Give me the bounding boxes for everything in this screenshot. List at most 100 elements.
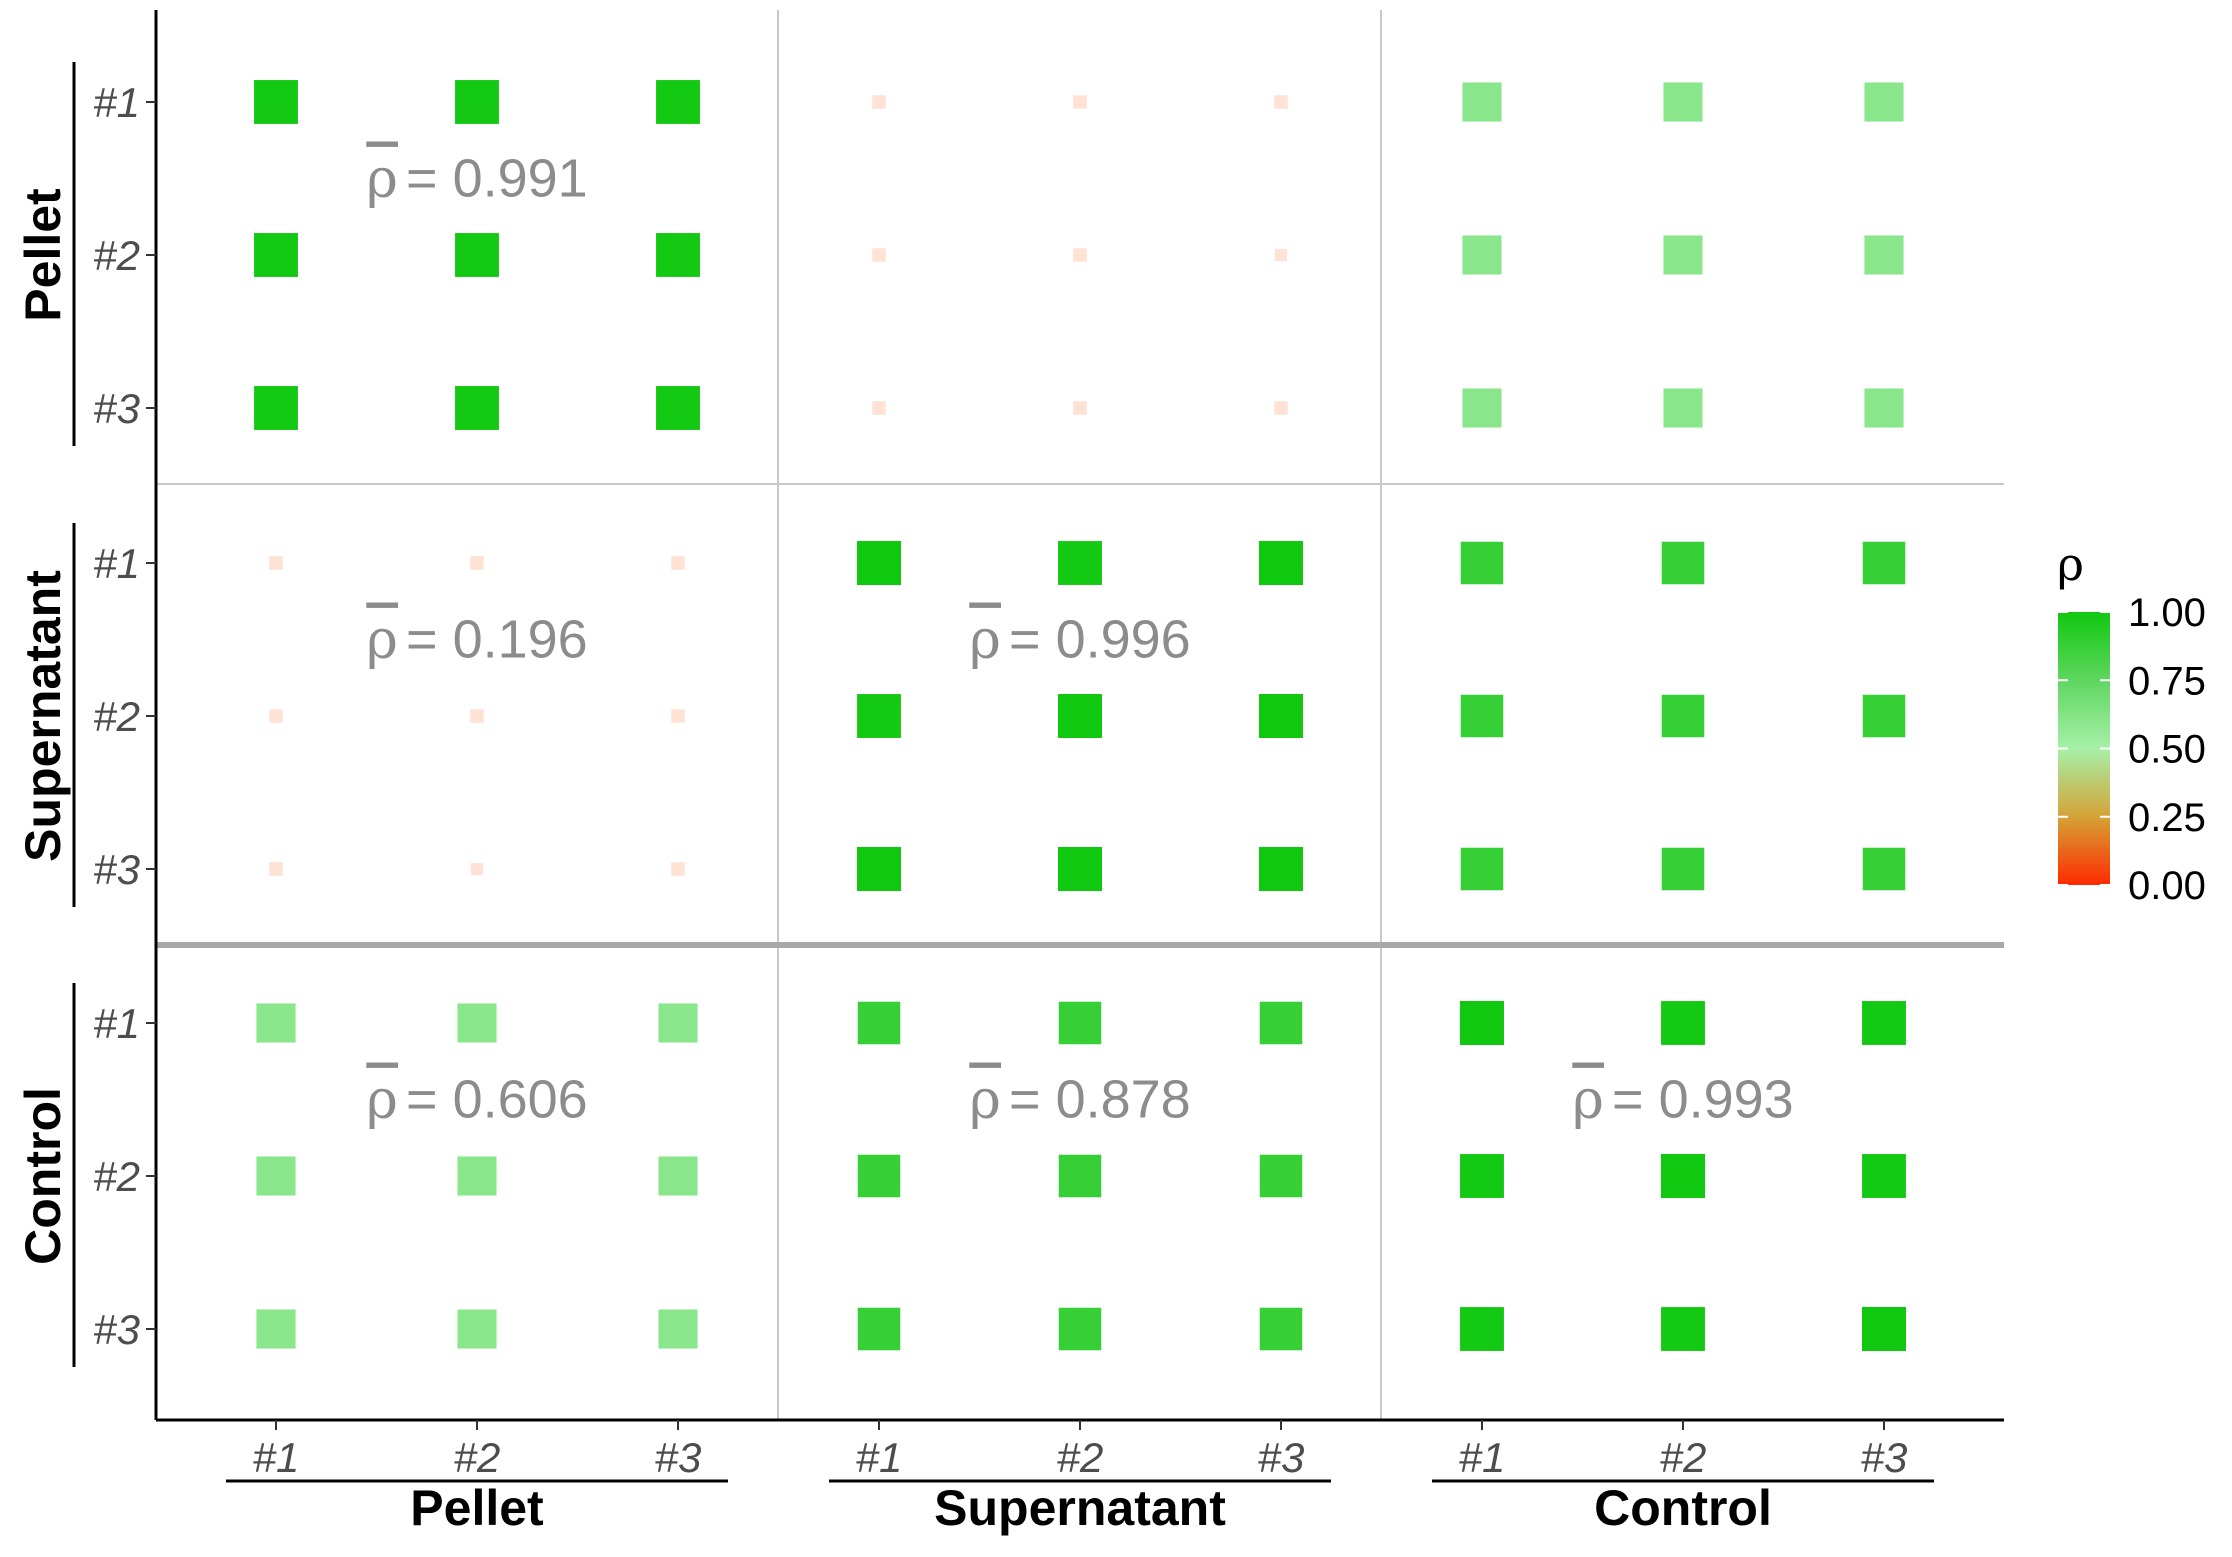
cell: [1259, 847, 1303, 891]
mean-value: = 0.606: [406, 1070, 588, 1130]
cell: [1661, 541, 1705, 585]
cell: [1460, 847, 1504, 891]
cell: [1663, 235, 1703, 275]
block-mean-label: ρ = 0.196: [366, 608, 587, 671]
cell: [1259, 1001, 1303, 1045]
legend-title: ρ: [2057, 537, 2084, 591]
legend-tick-label: 0.00: [2128, 864, 2206, 908]
cell: [656, 80, 700, 124]
cell: [872, 401, 886, 415]
x-tick-label: #2: [454, 1434, 501, 1481]
rho-bar-symbol: ρ: [969, 608, 1001, 671]
cell: [1259, 541, 1303, 585]
cell: [1058, 541, 1102, 585]
cell: [857, 541, 901, 585]
cell: [872, 95, 886, 109]
cell: [470, 862, 484, 876]
y-tick-label: #3: [93, 1306, 140, 1353]
cell: [658, 1003, 698, 1043]
cell: [1862, 541, 1906, 585]
cell: [1462, 235, 1502, 275]
cell: [857, 847, 901, 891]
cell: [1862, 694, 1906, 738]
cell: [254, 233, 298, 277]
cell: [1073, 401, 1087, 415]
cell: [254, 386, 298, 430]
x-group-label: Control: [1594, 1480, 1772, 1536]
cell: [1058, 1001, 1102, 1045]
x-tick-label: #3: [1861, 1434, 1908, 1481]
cell: [1661, 847, 1705, 891]
cell: [256, 1309, 296, 1349]
panel-separators: [156, 10, 2004, 1420]
cell: [457, 1309, 497, 1349]
y-group-label: Control: [15, 1087, 71, 1265]
x-tick-label: #1: [856, 1434, 903, 1481]
cell: [269, 556, 283, 570]
y-tick-label: #1: [93, 1000, 140, 1047]
cell: [1460, 1307, 1504, 1351]
cell: [470, 556, 484, 570]
cell: [1663, 388, 1703, 428]
cell: [857, 1307, 901, 1351]
cell: [1460, 1001, 1504, 1045]
cell: [1460, 1154, 1504, 1198]
mean-value: = 0.196: [406, 610, 588, 670]
y-tick-label: #2: [93, 232, 140, 279]
cell: [1661, 1307, 1705, 1351]
cell: [1259, 1154, 1303, 1198]
x-group-label: Supernatant: [934, 1480, 1226, 1536]
cell: [1862, 1307, 1906, 1351]
y-tick-label: #1: [93, 79, 140, 126]
cell: [857, 1001, 901, 1045]
rho-bar-symbol: ρ: [366, 147, 398, 210]
cell: [457, 1156, 497, 1196]
rho-bar-symbol: ρ: [366, 1068, 398, 1131]
cell: [1862, 847, 1906, 891]
cell: [1661, 1001, 1705, 1045]
axes: #1 #2 #3 #1 #2 #3 #1 #2 #3 #1 #2 #3 #1 #2 #3 #1 #2 #3 Pell…: [15, 10, 2004, 1536]
y-tick-label: #2: [93, 1153, 140, 1200]
cell: [470, 709, 484, 723]
mean-value: = 0.996: [1009, 610, 1191, 670]
cell: [671, 862, 685, 876]
cell: [1661, 1154, 1705, 1198]
y-tick-label: #3: [93, 385, 140, 432]
cell: [1460, 694, 1504, 738]
rho-bar-symbol: ρ: [969, 1068, 1001, 1131]
cell: [1864, 388, 1904, 428]
block-mean-label: ρ = 0.878: [969, 1068, 1190, 1131]
cell: [872, 248, 886, 262]
cell: [457, 1003, 497, 1043]
legend-tick-label: 0.25: [2128, 796, 2206, 840]
legend: ρ 1.00 0.75 0.50 0.25 0.00: [2057, 537, 2206, 908]
y-group-label: Pellet: [15, 188, 71, 322]
cell: [671, 709, 685, 723]
cell: [1661, 694, 1705, 738]
cell: [269, 709, 283, 723]
cell: [254, 80, 298, 124]
cell: [1274, 248, 1288, 262]
cell: [1259, 1307, 1303, 1351]
cell: [1274, 401, 1288, 415]
cell: [656, 233, 700, 277]
cell: [1862, 1001, 1906, 1045]
legend-tick-label: 0.50: [2128, 728, 2206, 772]
cell: [1462, 82, 1502, 122]
x-tick-label: #2: [1660, 1434, 1707, 1481]
x-tick-label: #1: [253, 1434, 300, 1481]
legend-tick-label: 1.00: [2128, 591, 2206, 635]
cell: [1862, 1154, 1906, 1198]
cell: [658, 1309, 698, 1349]
mean-value: = 0.878: [1009, 1070, 1191, 1130]
cell: [1073, 95, 1087, 109]
mean-value: = 0.991: [406, 149, 588, 209]
cell: [455, 80, 499, 124]
cell: [1462, 388, 1502, 428]
x-tick-label: #3: [655, 1434, 702, 1481]
cell: [1663, 82, 1703, 122]
cell: [1274, 95, 1288, 109]
